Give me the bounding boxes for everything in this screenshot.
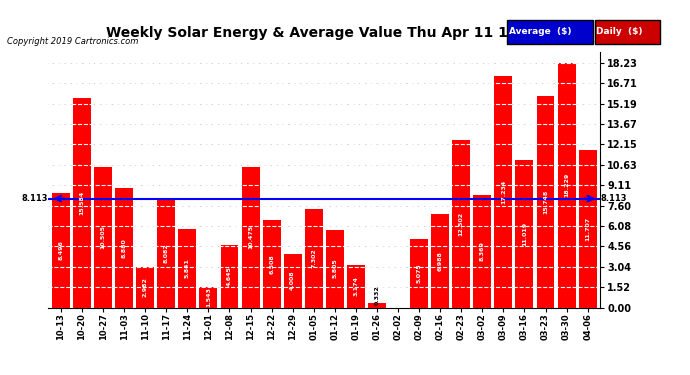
Text: 15.748: 15.748 <box>543 190 548 214</box>
Bar <box>431 214 449 308</box>
Text: 3.174: 3.174 <box>353 276 358 296</box>
Bar <box>221 245 239 308</box>
Text: 8.082: 8.082 <box>164 243 169 263</box>
Text: 8.113: 8.113 <box>600 194 627 203</box>
Bar <box>284 254 302 308</box>
Bar <box>52 194 70 308</box>
Text: 8.113: 8.113 <box>22 194 48 203</box>
Text: Weekly Solar Energy & Average Value Thu Apr 11 19:14: Weekly Solar Energy & Average Value Thu … <box>106 26 542 40</box>
Text: 6.988: 6.988 <box>437 251 443 270</box>
Bar <box>495 76 513 308</box>
Bar <box>157 199 175 308</box>
Text: 5.841: 5.841 <box>185 258 190 278</box>
Bar <box>326 230 344 308</box>
Text: 15.584: 15.584 <box>79 191 84 215</box>
Text: Average  ($): Average ($) <box>509 27 571 36</box>
Bar <box>136 267 154 308</box>
Text: 5.805: 5.805 <box>333 259 337 278</box>
Bar <box>473 195 491 308</box>
Text: 4.645: 4.645 <box>227 266 232 286</box>
Bar <box>199 287 217 308</box>
Bar <box>579 150 597 308</box>
Bar <box>305 210 323 308</box>
Text: Daily  ($): Daily ($) <box>596 27 642 36</box>
Text: 10.475: 10.475 <box>248 225 253 249</box>
Text: 11.019: 11.019 <box>522 222 527 246</box>
Bar <box>515 160 533 308</box>
Text: 8.880: 8.880 <box>121 238 127 258</box>
Bar <box>73 98 91 308</box>
Bar <box>241 167 259 308</box>
Text: 2.982: 2.982 <box>143 278 148 297</box>
Text: 1.543: 1.543 <box>206 287 211 307</box>
Bar <box>179 229 197 308</box>
Bar <box>115 188 133 308</box>
Text: 8.369: 8.369 <box>480 242 485 261</box>
Text: 7.302: 7.302 <box>311 249 316 268</box>
Text: 17.234: 17.234 <box>501 180 506 204</box>
Text: 6.508: 6.508 <box>269 254 274 274</box>
Text: 12.502: 12.502 <box>459 211 464 236</box>
Text: 10.505: 10.505 <box>101 225 106 249</box>
Text: 8.496: 8.496 <box>59 240 63 260</box>
Bar <box>368 303 386 307</box>
Text: 0.332: 0.332 <box>375 286 380 306</box>
Bar <box>347 265 365 308</box>
Bar <box>558 63 575 308</box>
Bar <box>537 96 555 308</box>
Text: 4.008: 4.008 <box>290 271 295 290</box>
Bar <box>452 140 470 308</box>
Bar <box>263 220 281 308</box>
Text: 11.707: 11.707 <box>585 217 590 241</box>
Bar <box>94 166 112 308</box>
Text: 18.229: 18.229 <box>564 173 569 197</box>
Text: 5.075: 5.075 <box>417 264 422 284</box>
Text: Copyright 2019 Cartronics.com: Copyright 2019 Cartronics.com <box>7 38 138 46</box>
Bar <box>410 239 428 308</box>
